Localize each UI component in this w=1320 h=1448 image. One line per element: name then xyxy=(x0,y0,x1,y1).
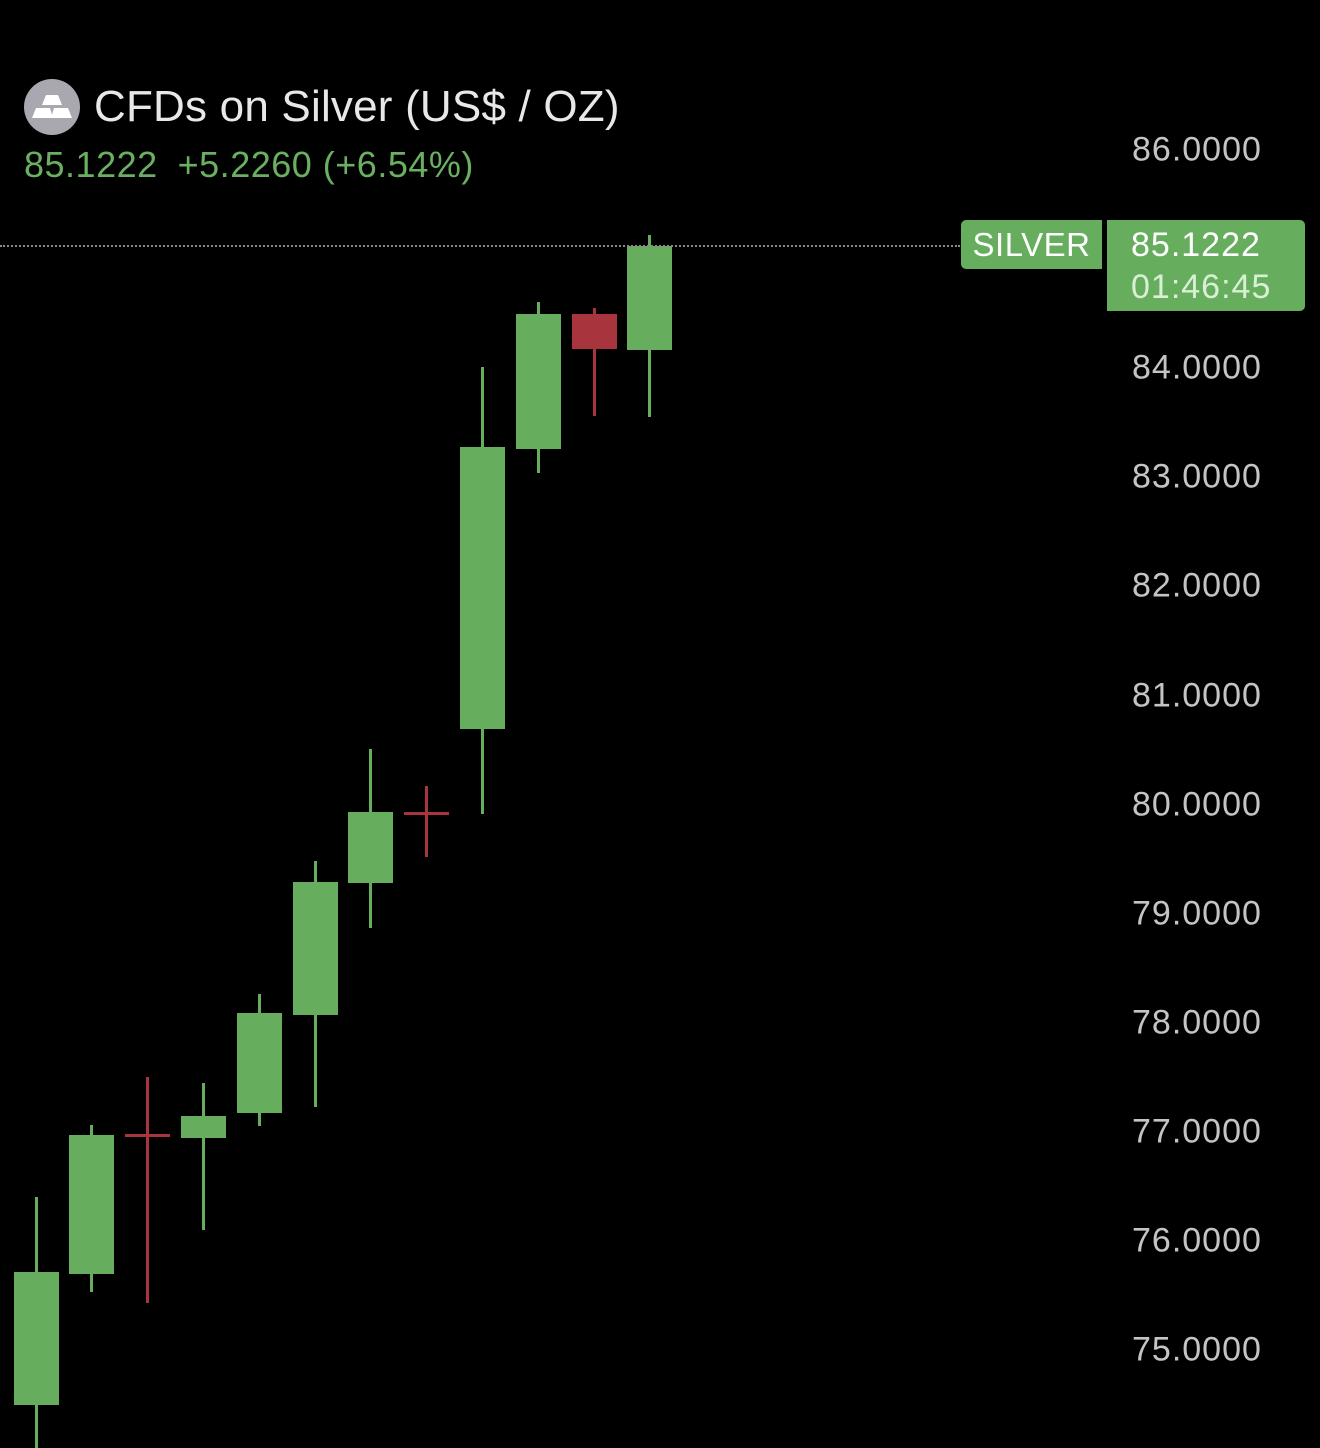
candle-body xyxy=(292,882,338,1016)
instrument-header: CFDs on Silver (US$ / OZ) 85.1222 +5.226… xyxy=(24,78,620,186)
axis-label: 83.0000 xyxy=(1132,457,1262,496)
symbol-label: SILVER xyxy=(972,225,1091,263)
instrument-title[interactable]: CFDs on Silver (US$ / OZ) xyxy=(94,82,620,131)
axis-label: 75.0000 xyxy=(1132,1330,1262,1369)
candle-body xyxy=(459,446,505,730)
candle-wick xyxy=(146,1077,150,1304)
symbol-badge: SILVER xyxy=(961,220,1102,269)
candle-body xyxy=(125,1134,171,1138)
candle-body xyxy=(180,1115,226,1139)
candle-wick xyxy=(592,308,596,417)
candle-wick xyxy=(425,786,429,857)
silver-bars-icon xyxy=(24,79,80,135)
candle-body xyxy=(236,1012,282,1114)
axis-label: 84.0000 xyxy=(1132,348,1262,387)
candle-body xyxy=(627,245,673,350)
badge-price: 85.1222 xyxy=(1131,226,1261,264)
axis-label: 78.0000 xyxy=(1132,1003,1262,1042)
candle-wick xyxy=(201,1082,205,1231)
axis-label: 77.0000 xyxy=(1132,1112,1262,1151)
candle-body xyxy=(404,812,450,816)
candle-body xyxy=(69,1135,115,1274)
candle-body xyxy=(571,313,617,349)
axis-label: 82.0000 xyxy=(1132,566,1262,605)
axis-label: 86.0000 xyxy=(1132,130,1262,169)
last-price-line xyxy=(0,244,960,247)
axis-label: 80.0000 xyxy=(1132,785,1262,824)
quote-row: 85.1222 +5.2260 (+6.54%) xyxy=(24,144,620,186)
price-change: +5.2260 (+6.54%) xyxy=(177,144,474,185)
axis-label: 76.0000 xyxy=(1132,1221,1262,1260)
axis-label: 81.0000 xyxy=(1132,676,1262,714)
bar-countdown: 01:46:45 xyxy=(1131,268,1272,306)
candle-body xyxy=(13,1271,59,1405)
last-price: 85.1222 xyxy=(24,144,158,185)
candle-body xyxy=(348,812,394,884)
candle-body xyxy=(515,313,561,449)
last-price-badge: 85.1222 01:46:45 xyxy=(1107,220,1305,311)
axis-label: 79.0000 xyxy=(1132,894,1262,933)
